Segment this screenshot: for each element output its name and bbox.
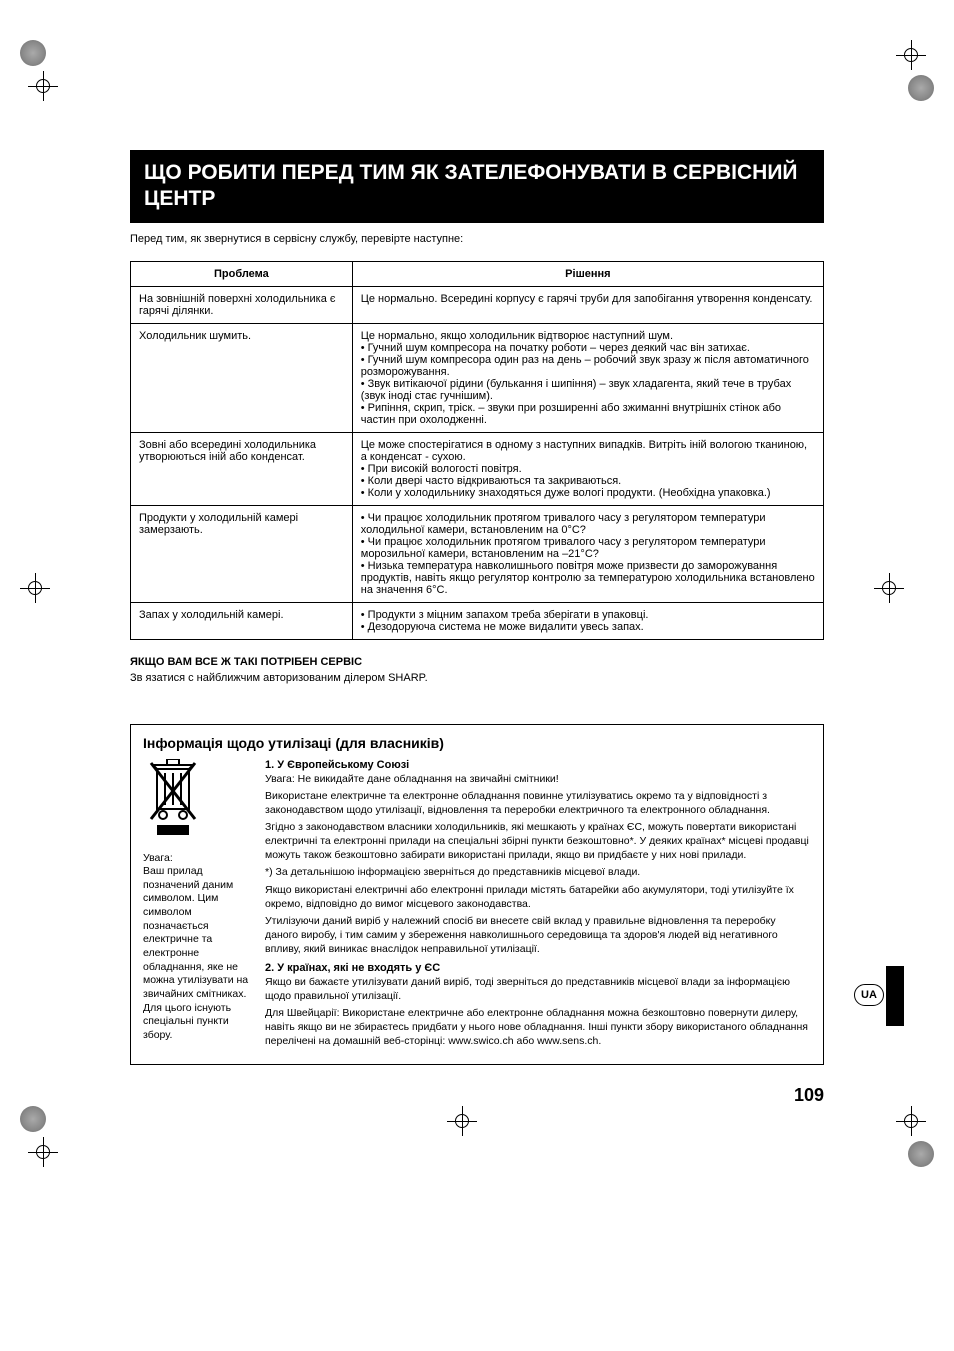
solution-cell: Це може спостерігатися в одному з наступ… — [352, 432, 823, 505]
heading-text: ЩО РОБИТИ ПЕРЕД ТИМ ЯК ЗАТЕЛЕФОНУВАТИ В … — [144, 160, 810, 213]
solution-cell: Це нормально. Всередині корпусу є гарячі… — [352, 286, 823, 323]
col-solution: Рішення — [352, 261, 823, 286]
weee-bin-icon — [143, 759, 203, 839]
troubleshoot-table: Проблема Рішення На зовнішній поверхні х… — [130, 261, 824, 640]
table-row: Продукти у холодильній камері замерзають… — [131, 505, 824, 602]
crop-mark-mr — [874, 573, 934, 633]
section-heading: ЩО РОБИТИ ПЕРЕД ТИМ ЯК ЗАТЕЛЕФОНУВАТИ В … — [130, 150, 824, 223]
problem-cell: На зовнішній поверхні холодильника є гар… — [131, 286, 353, 323]
page-number: 109 — [130, 1085, 824, 1106]
service-heading: ЯКЩО ВАМ ВСЕ Ж ТАКІ ПОТРІБЕН СЕРВІС — [130, 656, 824, 668]
disposal-title: Інформація щодо утилізаці (для власників… — [143, 735, 811, 751]
disposal-p8: Для Швейцарії: Використане електричне аб… — [265, 1007, 811, 1048]
table-row: Холодильник шумить.Це нормально, якщо хо… — [131, 323, 824, 432]
crop-mark-bc — [447, 1106, 507, 1166]
crop-mark-tl — [20, 40, 80, 100]
crop-mark-br — [874, 1106, 934, 1166]
disposal-box: Інформація щодо утилізаці (для власників… — [130, 724, 824, 1066]
disposal-p2: Використане електричне та електронне обл… — [265, 790, 811, 817]
disposal-p3: Згідно з законодавством власники холодил… — [265, 821, 811, 862]
table-row: Запах у холодильній камері.• Продукти з … — [131, 602, 824, 639]
problem-cell: Продукти у холодильній камері замерзають… — [131, 505, 353, 602]
side-tab — [886, 966, 904, 1026]
disposal-p6: Утилізуючи даний виріб у належний спосіб… — [265, 915, 811, 956]
solution-cell: • Чи працює холодильник протягом тривало… — [352, 505, 823, 602]
disposal-p7: Якщо ви бажаєте утилізувати даний виріб,… — [265, 976, 811, 1003]
service-text: Зв язатися с найближчим авторизованим ді… — [130, 672, 824, 684]
crop-mark-bl — [20, 1106, 80, 1166]
disposal-h2: 2. У країнах, які не входять у ЄC — [265, 962, 811, 974]
crop-mark-ml — [20, 573, 80, 633]
solution-cell: Це нормально, якщо холодильник відтворює… — [352, 323, 823, 432]
weee-caption: Увага: Ваш прилад позначений даним симво… — [143, 852, 253, 1043]
disposal-h1: 1. У Європейському Союзі — [265, 759, 811, 771]
solution-cell: • Продукти з міцним запахом треба зберіг… — [352, 602, 823, 639]
problem-cell: Холодильник шумить. — [131, 323, 353, 432]
problem-cell: Запах у холодильній камері. — [131, 602, 353, 639]
intro-text: Перед тим, як звернутися в сервісну служ… — [130, 233, 824, 245]
disposal-p1: Увага: Не викидайте дане обладнання на з… — [265, 773, 811, 787]
disposal-Asterisk: *) За детальнішою інформацією зверніться… — [265, 866, 811, 880]
col-problem: Проблема — [131, 261, 353, 286]
problem-cell: Зовні або всередині холодильника утворюю… — [131, 432, 353, 505]
disposal-p5: Якщо використані електричні або електрон… — [265, 884, 811, 911]
crop-mark-tr — [874, 40, 934, 100]
ua-badge: UA — [854, 984, 884, 1006]
table-row: Зовні або всередині холодильника утворюю… — [131, 432, 824, 505]
table-row: На зовнішній поверхні холодильника є гар… — [131, 286, 824, 323]
